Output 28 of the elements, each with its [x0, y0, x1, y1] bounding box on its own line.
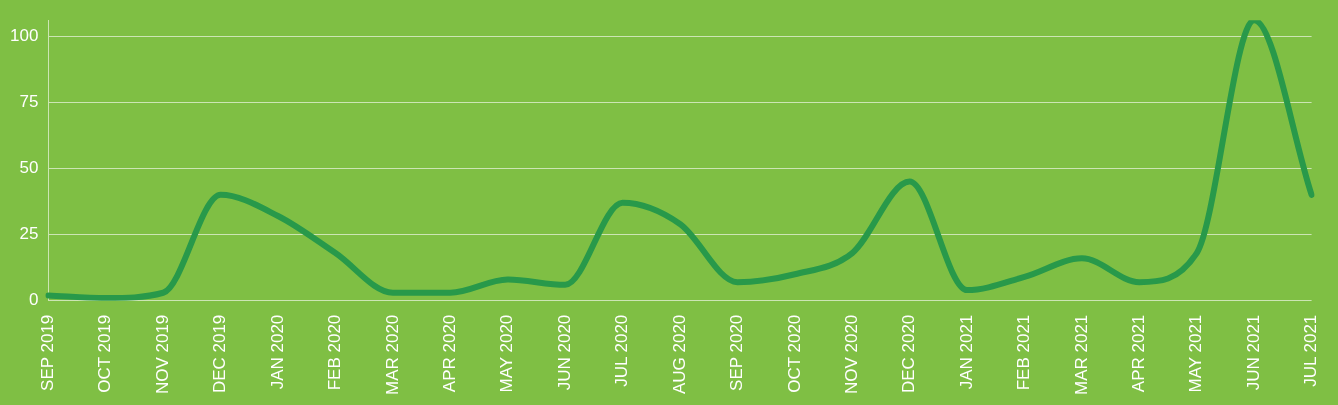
x-tick-label: APR 2020 [439, 314, 459, 393]
y-tick-label: 25 [19, 224, 39, 244]
x-tick-label: AUG 2020 [669, 314, 689, 395]
x-tick-label: OCT 2019 [95, 314, 115, 393]
x-tick-label: JUN 2020 [554, 314, 574, 391]
x-tick-label: MAR 2020 [382, 314, 402, 396]
x-tick-label: FEB 2020 [325, 314, 345, 391]
x-tick-label: JUL 2020 [612, 314, 632, 387]
x-tick-label: JAN 2021 [956, 314, 976, 390]
x-tick-label: SEP 2020 [727, 314, 747, 391]
x-tick-label: MAY 2020 [497, 314, 517, 393]
x-tick-label: JUL 2021 [1301, 314, 1321, 387]
x-tick-label: JUN 2021 [1243, 314, 1263, 391]
x-tick-label: JAN 2020 [267, 314, 287, 390]
y-tick-label: 100 [9, 25, 39, 45]
x-tick-label: FEB 2021 [1014, 314, 1034, 391]
x-tick-label: MAR 2021 [1071, 314, 1091, 396]
x-tick-label: NOV 2020 [841, 314, 861, 395]
x-tick-label: DEC 2020 [899, 314, 919, 394]
x-tick-label: DEC 2019 [210, 314, 230, 394]
x-tick-label: SEP 2019 [38, 314, 58, 391]
y-tick-label: 75 [19, 91, 39, 111]
x-tick-label: MAY 2021 [1186, 314, 1206, 393]
x-tick-label: APR 2021 [1129, 314, 1149, 393]
x-tick-label: NOV 2019 [152, 314, 172, 395]
y-tick-label: 50 [19, 158, 39, 178]
x-tick-label: OCT 2020 [784, 314, 804, 393]
y-tick-label: 0 [28, 290, 39, 310]
